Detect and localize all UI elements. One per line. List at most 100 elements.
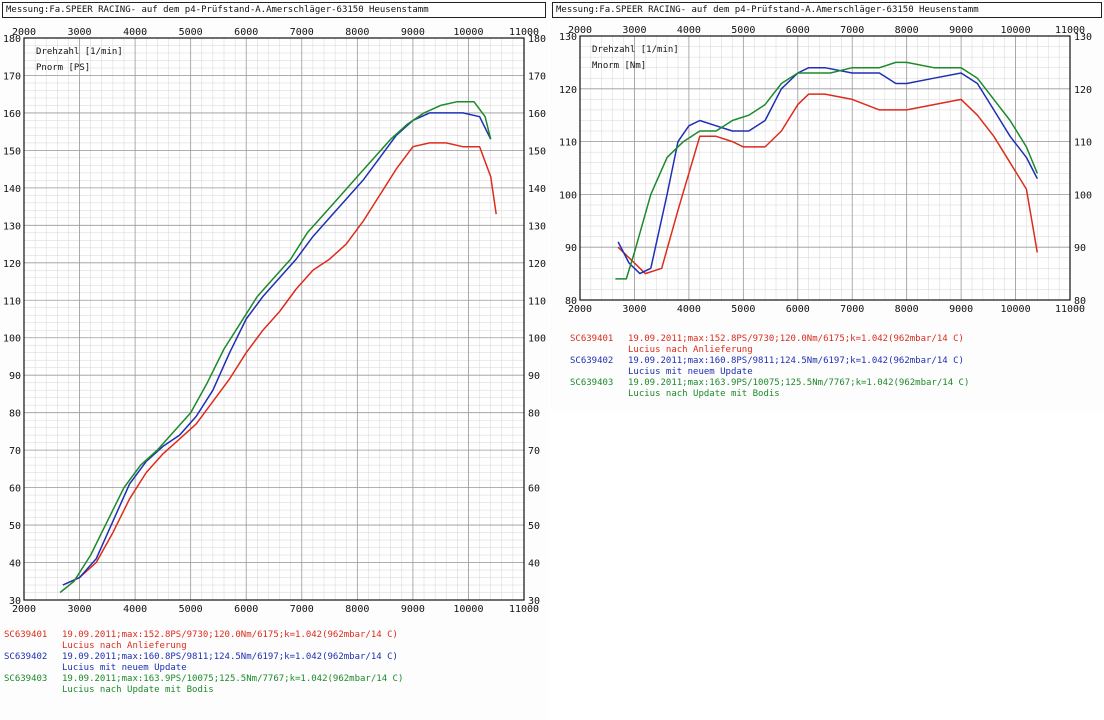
power-plot-area <box>24 38 524 600</box>
power-x-tick-label-bottom: 9000 <box>401 604 425 615</box>
power-y-tick-label-left: 140 <box>3 184 21 195</box>
power-y-tick-label-right: 180 <box>528 34 546 45</box>
power-y-tick-label-right: 80 <box>528 409 540 420</box>
power-x-tick-label-bottom: 2000 <box>12 604 36 615</box>
torque-series-line-SC639403 <box>615 61 1038 280</box>
power-y-tick-label-left: 60 <box>9 484 21 495</box>
power-y-tick-label-right: 90 <box>528 371 540 382</box>
power-y-tick-label-left: 130 <box>3 221 21 232</box>
power-x-tick-label-bottom: 10000 <box>453 604 483 615</box>
torque-y-tick-label-right: 80 <box>1074 296 1086 307</box>
torque-x-tick-label-bottom: 2000 <box>568 304 592 315</box>
power-x-tick-label-bottom: 7000 <box>290 604 314 615</box>
measurement-header: Messung:Fa.SPEER RACING- auf dem p4-Prüf… <box>552 2 1102 18</box>
power-series-line-SC639402 <box>62 112 492 586</box>
power-y-tick-label-right: 100 <box>528 334 546 345</box>
power-y-tick-label-left: 80 <box>9 409 21 420</box>
power-x-tick-label-bottom: 11000 <box>509 604 539 615</box>
power-x-tick-label-top: 9000 <box>401 27 425 38</box>
torque-series-line-SC639401 <box>617 93 1039 275</box>
power-x-tick-label-top: 2000 <box>12 27 36 38</box>
torque-x-tick-label-top: 5000 <box>731 25 755 36</box>
torque-x-tick-label-bottom: 11000 <box>1055 304 1085 315</box>
power-y-tick-label-right: 40 <box>528 559 540 570</box>
power-y-tick-label-right: 150 <box>528 146 546 157</box>
torque-y-tick-label-right: 90 <box>1074 243 1086 254</box>
power-x-tick-label-bottom: 3000 <box>68 604 92 615</box>
power-y-tick-label-right: 170 <box>528 71 546 82</box>
legend-entry-description: Lucius nach Update mit Bodis <box>628 389 780 399</box>
torque-x-tick-label-bottom: 5000 <box>731 304 755 315</box>
legend-entry-id: SC639403 <box>4 674 48 684</box>
torque-x-tick-label-top: 11000 <box>1055 25 1085 36</box>
power-x-tick-label-top: 10000 <box>453 27 483 38</box>
power-series-line-SC639403 <box>59 100 492 594</box>
legend-entry-id: SC639401 <box>570 334 614 344</box>
torque-frame <box>579 35 1071 301</box>
torque-x-tick-label-bottom: 3000 <box>622 304 646 315</box>
power-x-tick-label-top: 6000 <box>234 27 258 38</box>
power-frame <box>23 37 525 601</box>
torque-y-tick-label-left: 90 <box>565 243 577 254</box>
torque-x-tick-label-top: 7000 <box>840 25 864 36</box>
power-y-tick-label-left: 70 <box>9 446 21 457</box>
power-x-tick-label-top: 5000 <box>179 27 203 38</box>
power-y-tick-label-left: 30 <box>9 596 21 607</box>
torque-x-tick-label-top: 2000 <box>568 25 592 36</box>
legend-entry-description: Lucius mit neuem Update <box>62 663 187 673</box>
legend-entry-details: 19.09.2011;max:160.8PS/9811;124.5Nm/6197… <box>62 652 398 662</box>
torque-y-tick-label-right: 120 <box>1074 85 1092 96</box>
legend-entry-id: SC639401 <box>4 630 48 640</box>
power-y-tick-label-right: 110 <box>528 296 546 307</box>
power-x-tick-label-bottom: 4000 <box>123 604 147 615</box>
power-y-tick-label-left: 160 <box>3 109 21 120</box>
power-x-tick-label-top: 11000 <box>509 27 539 38</box>
power-y-tick-label-left: 110 <box>3 296 21 307</box>
torque-plot-area <box>580 36 1070 300</box>
torque-x-tick-label-top: 4000 <box>677 25 701 36</box>
power-y-tick-label-right: 50 <box>528 521 540 532</box>
power-y-tick-label-right: 130 <box>528 221 546 232</box>
legend-entry-id: SC639402 <box>4 652 48 662</box>
power-x-tick-label-top: 7000 <box>290 27 314 38</box>
torque-chart-sheet: Messung:Fa.SPEER RACING- auf dem p4-Prüf… <box>550 0 1104 412</box>
power-xlabel: Drehzahl [1/min] <box>36 47 123 57</box>
power-series-line-SC639401 <box>62 142 497 586</box>
torque-x-tick-label-bottom: 9000 <box>949 304 973 315</box>
power-y-tick-label-left: 90 <box>9 371 21 382</box>
torque-ylabel: Mnorm [Nm] <box>592 61 646 71</box>
torque-xlabel: Drehzahl [1/min] <box>592 45 679 55</box>
power-x-tick-label-top: 4000 <box>123 27 147 38</box>
torque-y-tick-label-right: 130 <box>1074 32 1092 43</box>
power-y-tick-label-left: 180 <box>3 34 21 45</box>
torque-y-tick-label-right: 110 <box>1074 138 1092 149</box>
torque-x-tick-label-top: 3000 <box>622 25 646 36</box>
legend-entry-id: SC639402 <box>570 356 614 366</box>
torque-x-tick-label-top: 10000 <box>1001 25 1031 36</box>
power-y-tick-label-right: 30 <box>528 596 540 607</box>
torque-x-tick-label-bottom: 10000 <box>1001 304 1031 315</box>
legend-entry-description: Lucius nach Anlieferung <box>62 641 187 651</box>
torque-x-tick-label-bottom: 4000 <box>677 304 701 315</box>
power-y-tick-label-right: 160 <box>528 109 546 120</box>
torque-y-tick-label-left: 120 <box>559 85 577 96</box>
torque-x-tick-label-bottom: 7000 <box>840 304 864 315</box>
legend-entry-details: 19.09.2011;max:152.8PS/9730;120.0Nm/6175… <box>62 630 398 640</box>
power-y-tick-label-right: 70 <box>528 446 540 457</box>
legend-entry-description: Lucius nach Anlieferung <box>628 345 753 355</box>
torque-y-tick-label-left: 110 <box>559 138 577 149</box>
torque-x-tick-label-top: 9000 <box>949 25 973 36</box>
power-y-tick-label-left: 100 <box>3 334 21 345</box>
power-x-tick-label-bottom: 6000 <box>234 604 258 615</box>
legend-entry-id: SC639403 <box>570 378 614 388</box>
legend-entry-description: Lucius mit neuem Update <box>628 367 753 377</box>
torque-chart: 2000 2000 3000 3000 4000 4000 5000 5000 6000 6000… <box>559 25 1092 315</box>
power-y-tick-label-left: 150 <box>3 146 21 157</box>
torque-y-tick-label-right: 100 <box>1074 190 1092 201</box>
power-y-tick-label-left: 50 <box>9 521 21 532</box>
power-ylabel: Pnorm [PS] <box>36 63 90 73</box>
torque-x-tick-label-bottom: 6000 <box>786 304 810 315</box>
torque-x-tick-label-bottom: 8000 <box>895 304 919 315</box>
legend-entry-details: 19.09.2011;max:163.9PS/10075;125.5Nm/776… <box>628 378 970 388</box>
power-y-tick-label-right: 120 <box>528 259 546 270</box>
